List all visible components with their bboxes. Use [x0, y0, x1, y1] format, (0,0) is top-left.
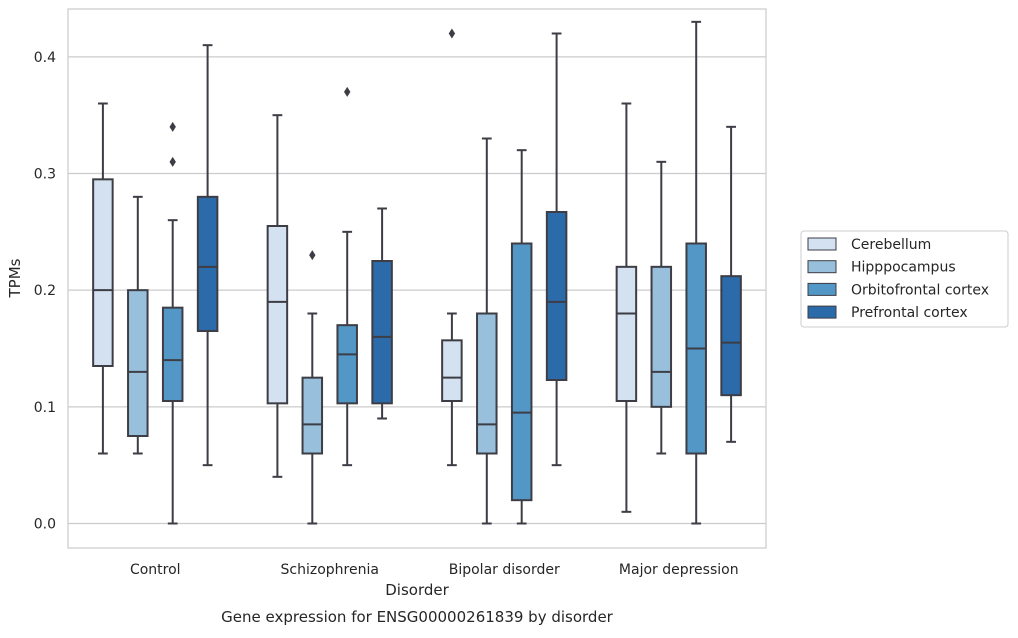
x-tick-label: Bipolar disorder [449, 562, 560, 578]
box-plot [685, 20, 707, 525]
box [615, 265, 638, 403]
legend-swatch [807, 305, 837, 319]
grid-lines [68, 56, 766, 525]
y-axis-label: TPMs [6, 258, 24, 298]
y-tick-label: 0.4 [34, 50, 56, 66]
legend-item: Cerebellum [807, 237, 931, 253]
box [161, 306, 184, 402]
plot-frame [67, 8, 767, 549]
box-plot [161, 121, 184, 525]
x-axis-label: Disorder [385, 581, 449, 599]
box [127, 289, 149, 437]
box-plot [266, 114, 289, 478]
legend-label: Cerebellum [851, 237, 931, 253]
box [545, 211, 568, 381]
x-tick-label: Control [130, 562, 181, 578]
box-plot [127, 195, 149, 455]
outlier-point [448, 28, 456, 39]
outlier-point [169, 121, 176, 132]
plot-area [68, 9, 766, 548]
y-tick-label: 0.2 [34, 283, 56, 299]
y-tick-label: 0.1 [34, 400, 56, 416]
box-plot [720, 125, 742, 443]
outlier-point [169, 156, 176, 167]
x-tick-label: Major depression [619, 562, 739, 578]
box [441, 339, 463, 403]
box [336, 324, 358, 405]
legend-label: Hipppocampus [851, 260, 956, 276]
figure-caption: Gene expression for ENSG00000261839 by d… [221, 608, 614, 626]
box-plot [371, 207, 393, 420]
box [650, 265, 673, 408]
box [510, 242, 533, 502]
box-plot [196, 44, 219, 467]
outlier-point [344, 86, 351, 97]
box-plot [650, 160, 673, 455]
box-plot [441, 28, 463, 467]
box-plot [336, 86, 358, 467]
box [476, 312, 498, 455]
box [371, 260, 393, 405]
legend-swatch [807, 260, 837, 274]
legend-item: Prefrontal cortex [807, 305, 968, 321]
x-tick-label: Schizophrenia [281, 562, 379, 578]
outlier-point [309, 250, 316, 261]
box [720, 275, 742, 397]
box-plot [301, 250, 324, 525]
box [266, 225, 289, 405]
box-plot [92, 102, 114, 455]
legend: Cerebellum Hipppocampus Orbitofrontal cort… [800, 230, 1009, 328]
legend-items: Cerebellum Hipppocampus Orbitofrontal cort… [807, 237, 989, 321]
box [92, 178, 114, 367]
legend-item: Orbitofrontal cortex [807, 282, 989, 298]
box [301, 376, 324, 455]
legend-label: Prefrontal cortex [851, 305, 968, 321]
y-tick-labels: 0.0 0.1 0.2 0.3 0.4 [34, 50, 56, 533]
box-plot [545, 32, 568, 467]
box-plot [510, 149, 533, 525]
legend-label: Orbitofrontal cortex [851, 282, 989, 298]
box-plots [92, 20, 742, 525]
y-tick-label: 0.0 [34, 517, 56, 533]
box-plot [476, 137, 498, 525]
legend-swatch [807, 282, 837, 296]
legend-swatch [807, 237, 837, 251]
y-tick-label: 0.3 [34, 167, 56, 183]
box [196, 195, 219, 332]
legend-frame [800, 230, 1009, 328]
legend-item: Hipppocampus [807, 260, 956, 276]
box-plot [615, 102, 638, 513]
x-tick-labels: Control Schizophrenia Bipolar disorder Majo… [130, 562, 739, 578]
